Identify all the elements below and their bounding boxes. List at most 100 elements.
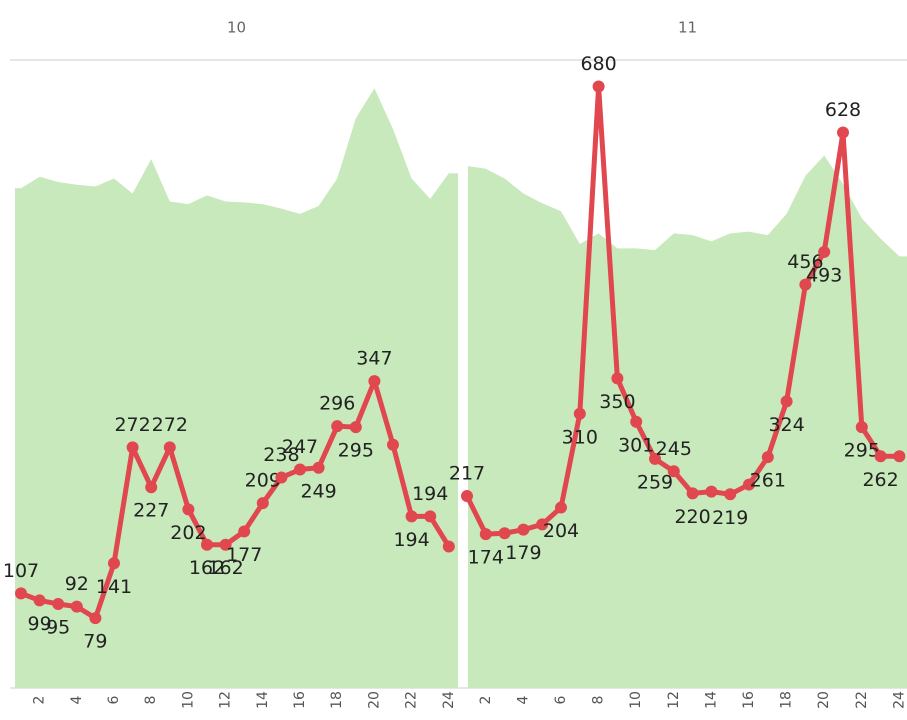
x-tick-label: 12 [218, 691, 234, 709]
area [15, 88, 458, 689]
point [592, 80, 605, 93]
data-label: 219 [712, 507, 748, 529]
x-tick-label: 18 [779, 691, 795, 709]
data-label: 204 [543, 520, 579, 542]
point [145, 481, 158, 494]
point [349, 421, 362, 434]
x-tick-label: 20 [366, 691, 382, 709]
point [275, 471, 288, 484]
data-label: 259 [637, 471, 673, 493]
point [818, 245, 831, 258]
x-tick-label: 8 [143, 696, 159, 705]
data-label: 202 [170, 522, 206, 544]
point [331, 420, 344, 433]
x-tick-label: 18 [329, 691, 345, 709]
data-label: 107 [3, 560, 39, 582]
point [368, 375, 381, 388]
data-label: 245 [656, 438, 692, 460]
point [893, 450, 906, 463]
data-label: 194 [393, 529, 429, 551]
point [33, 594, 46, 607]
data-label: 179 [505, 542, 541, 564]
point [667, 465, 680, 478]
point [294, 463, 306, 476]
data-label: 177 [226, 544, 262, 566]
data-label: 194 [412, 483, 448, 505]
data-label: 79 [83, 631, 107, 653]
x-tick-label: 4 [515, 695, 531, 704]
data-label: 247 [282, 436, 318, 458]
point [256, 497, 269, 510]
point [182, 503, 195, 516]
data-label: 249 [300, 480, 336, 502]
point [126, 441, 139, 454]
point [70, 600, 83, 613]
point [219, 538, 232, 551]
data-label: 350 [599, 391, 635, 413]
x-tick-label: 22 [404, 691, 420, 709]
point [15, 587, 27, 600]
point [724, 488, 737, 501]
point [686, 487, 699, 500]
x-tick-label: 20 [816, 691, 832, 709]
data-label: 347 [356, 348, 392, 370]
point [387, 438, 399, 451]
point [536, 518, 549, 531]
data-label: 174 [468, 547, 504, 569]
x-tick-label: 10 [628, 691, 644, 709]
data-label: 92 [65, 573, 89, 595]
data-label: 493 [806, 264, 842, 286]
data-label: 680 [580, 53, 616, 75]
point [163, 441, 176, 454]
x-tick-label: 12 [666, 691, 682, 709]
point [517, 523, 530, 536]
data-label: 310 [562, 426, 598, 448]
x-tick-label: 16 [292, 691, 308, 709]
x-tick-label: 2 [32, 696, 48, 705]
x-tick-label: 8 [591, 696, 607, 705]
data-label: 217 [449, 463, 485, 485]
data-label: 141 [96, 576, 132, 598]
data-label: 456 [787, 251, 823, 273]
data-label: 272 [152, 414, 188, 436]
data-label: 324 [768, 414, 804, 436]
point [424, 510, 437, 523]
data-label: 262 [862, 469, 898, 491]
data-label: 209 [245, 470, 281, 492]
data-label: 301 [618, 434, 654, 456]
x-tick-label: 14 [703, 691, 719, 709]
data-label: 238 [263, 444, 299, 466]
point [442, 540, 455, 553]
point [573, 407, 586, 420]
data-label: 296 [319, 393, 355, 415]
x-tick-label: 4 [69, 695, 85, 704]
point [743, 478, 755, 491]
data-label: 272 [114, 414, 150, 436]
data-label: 95 [46, 616, 70, 638]
point [405, 510, 418, 523]
point [649, 452, 661, 465]
x-tick-label: 14 [255, 691, 271, 709]
data-label: 261 [750, 470, 786, 492]
data-label: 162 [189, 557, 225, 579]
point [201, 538, 213, 551]
point [611, 372, 624, 385]
point [761, 451, 774, 464]
data-label: 99 [28, 613, 52, 635]
data-label: 295 [338, 440, 374, 462]
point [705, 485, 718, 498]
point [799, 278, 812, 291]
point [780, 395, 793, 408]
x-tick-label: 24 [441, 691, 457, 709]
x-tick-label: 2 [478, 696, 494, 705]
point [238, 525, 251, 538]
panel-title: 11 [678, 19, 697, 37]
point [89, 612, 102, 625]
data-label: 628 [825, 99, 861, 121]
point [837, 126, 849, 139]
x-tick-label: 10 [180, 691, 196, 709]
data-label: 227 [133, 500, 169, 522]
point [630, 415, 643, 428]
panel-title: 10 [227, 19, 246, 37]
